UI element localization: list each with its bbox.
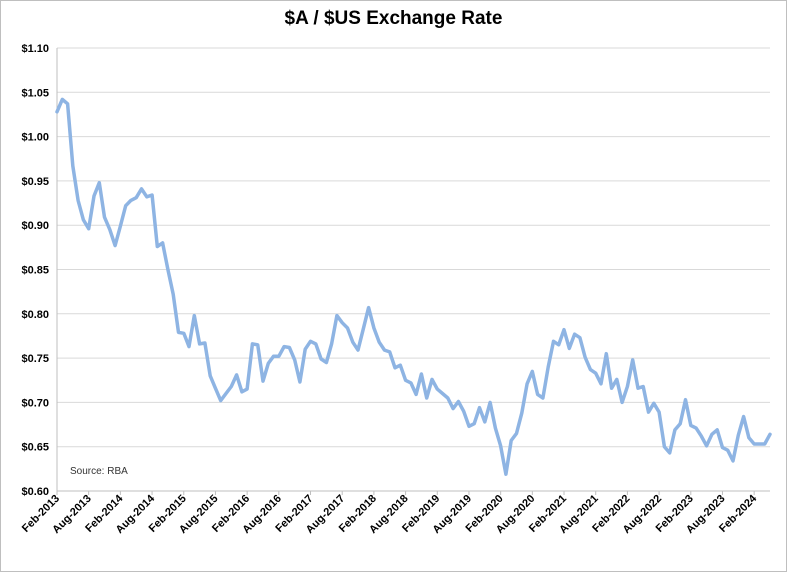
y-tick-label: $1.05: [21, 87, 49, 99]
y-tick-label: $0.80: [21, 309, 49, 321]
y-tick-label: $0.75: [21, 353, 49, 365]
source-note: Source: RBA: [70, 466, 128, 477]
y-tick-label: $0.95: [21, 176, 49, 188]
chart-title: $A / $US Exchange Rate: [284, 8, 503, 29]
y-tick-label: $1.00: [21, 132, 49, 144]
y-tick-label: $0.85: [21, 265, 49, 277]
x-axis-ticks: Feb-2013Aug-2013Feb-2014Aug-2014Feb-2015…: [20, 492, 760, 536]
y-tick-label: $0.70: [21, 397, 49, 409]
y-tick-label: $0.90: [21, 220, 49, 232]
y-tick-label: $0.60: [21, 486, 49, 498]
series-line: [55, 97, 772, 476]
series-layer: [55, 97, 772, 476]
y-tick-label: $0.65: [21, 442, 49, 454]
y-tick-label: $1.10: [21, 43, 49, 55]
y-axis-ticks: $0.60 $0.65 $0.70 $0.75 $0.80 $0.85 $0.90 $0.95…: [21, 43, 49, 498]
